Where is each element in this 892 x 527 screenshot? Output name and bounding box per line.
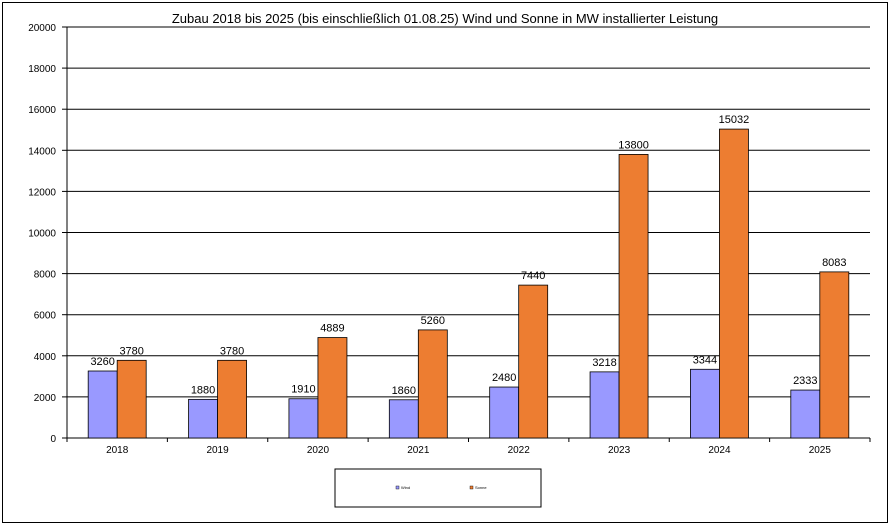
wind-bar: [188, 398, 218, 439]
data-label: 4889: [320, 323, 344, 335]
x-tick-label: 2025: [809, 445, 832, 456]
wind-bar: [288, 398, 319, 439]
data-label: 3260: [90, 356, 114, 368]
y-tick-label: 8000: [34, 270, 57, 281]
legend-swatch: [469, 485, 474, 490]
data-label: 1880: [191, 384, 215, 396]
y-tick-label: 20000: [28, 23, 56, 34]
legend-label: Sonne: [475, 485, 487, 490]
legend-box: [334, 468, 542, 508]
y-tick-label: 18000: [28, 64, 56, 75]
y-tick-label: 2000: [34, 393, 57, 404]
wind-bar: [388, 399, 419, 439]
data-label: 1860: [392, 385, 416, 397]
sonne-bar: [518, 284, 549, 439]
chart-title: Zubau 2018 bis 2025 (bis einschließlich …: [172, 11, 718, 26]
data-label: 3218: [592, 357, 616, 369]
wind-bar: [87, 370, 118, 439]
sonne-bar: [819, 271, 850, 439]
y-tick-label: 0: [50, 434, 56, 445]
data-label: 3780: [119, 345, 143, 357]
sonne-bar: [719, 128, 749, 439]
legend: Wind Sonne: [334, 468, 542, 508]
sonne-bar: [217, 359, 247, 439]
y-tick-label: 10000: [28, 229, 56, 240]
x-tick-label: 2021: [407, 445, 430, 456]
legend-swatch: [395, 485, 400, 490]
y-tick-label: 6000: [34, 311, 57, 322]
data-label: 15032: [719, 114, 750, 126]
x-tick-label: 2022: [508, 445, 531, 456]
data-label: 2333: [793, 375, 817, 387]
x-tick-label: 2020: [307, 445, 330, 456]
data-label: 1910: [291, 384, 315, 396]
sonne-bar: [417, 329, 448, 439]
sonne-bar: [317, 337, 348, 439]
data-label: 7440: [521, 270, 545, 282]
data-label: 8083: [822, 257, 846, 269]
data-label: 3780: [220, 345, 244, 357]
data-label: 13800: [618, 139, 649, 151]
x-tick-label: 2024: [708, 445, 731, 456]
wind-bar: [489, 386, 520, 439]
plot-area: 0 2000 4000 6000 8000 10000 12000 14000 16000 180…: [28, 23, 871, 456]
sonne-bar: [116, 359, 147, 439]
sonne-bar: [618, 154, 649, 439]
y-tick-label: 16000: [28, 105, 56, 116]
wind-bar: [790, 389, 821, 439]
y-tick-label: 4000: [34, 352, 57, 363]
wind-bar: [690, 368, 720, 439]
legend-label: Wind: [401, 485, 410, 490]
x-tick-label: 2019: [206, 445, 229, 456]
data-label: 5260: [421, 315, 445, 327]
y-tick-label: 14000: [28, 146, 56, 157]
wind-bar: [589, 371, 620, 439]
x-tick-label: 2023: [608, 445, 631, 456]
data-label: 3344: [693, 354, 717, 366]
y-tick-label: 12000: [28, 187, 56, 198]
x-tick-label: 2018: [106, 445, 129, 456]
data-label: 2480: [492, 372, 516, 384]
